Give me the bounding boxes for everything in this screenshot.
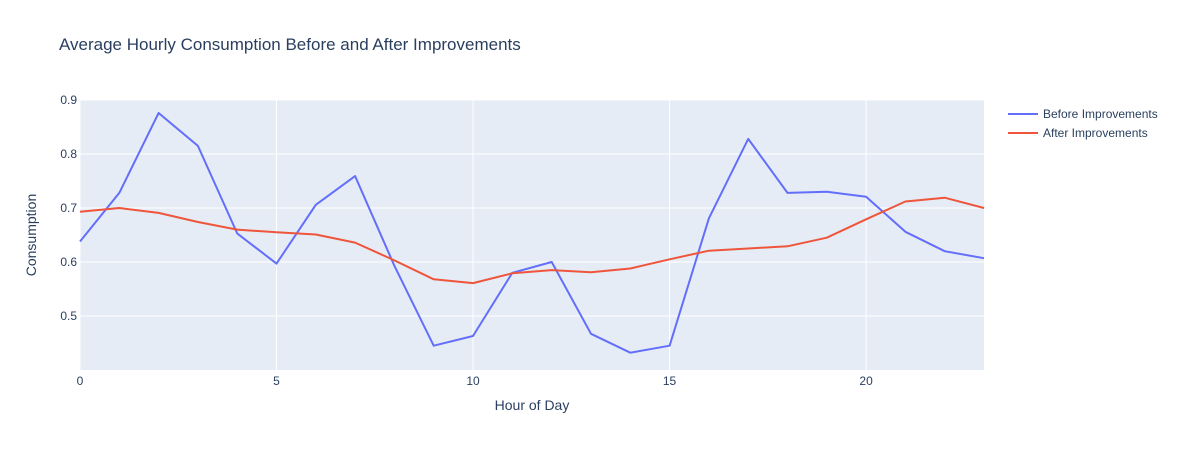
y-axis-title: Consumption (23, 194, 39, 277)
y-tick-label: 0.7 (60, 201, 77, 215)
plot-area (80, 100, 984, 370)
x-tick-label: 5 (273, 374, 280, 388)
series-lines (79, 112, 985, 354)
y-tick-label: 0.5 (60, 309, 77, 323)
x-tick-label: 20 (859, 374, 873, 388)
gridlines (79, 99, 984, 370)
legend-label: Before Improvements (1043, 107, 1158, 121)
x-tick-label: 0 (77, 374, 84, 388)
y-axis-ticks: 0.5 0.6 0.7 0.8 0.9 (60, 93, 77, 323)
legend-item-after-improvements[interactable]: After Improvements (1008, 126, 1148, 140)
legend-label: After Improvements (1043, 126, 1148, 140)
x-tick-label: 10 (466, 374, 480, 388)
y-tick-label: 0.6 (60, 255, 77, 269)
y-tick-label: 0.9 (60, 93, 77, 107)
series-line-before-improvements (79, 112, 985, 354)
series-line-after-improvements (79, 196, 985, 285)
legend-item-before-improvements[interactable]: Before Improvements (1008, 107, 1158, 121)
legend[interactable]: Before Improvements After Improvements (1008, 107, 1158, 140)
chart-title: Average Hourly Consumption Before and Af… (59, 35, 521, 54)
y-tick-label: 0.8 (60, 147, 77, 161)
x-tick-label: 15 (663, 374, 677, 388)
x-axis-ticks: 0 5 10 15 20 (77, 374, 873, 388)
x-axis-title: Hour of Day (495, 397, 570, 413)
